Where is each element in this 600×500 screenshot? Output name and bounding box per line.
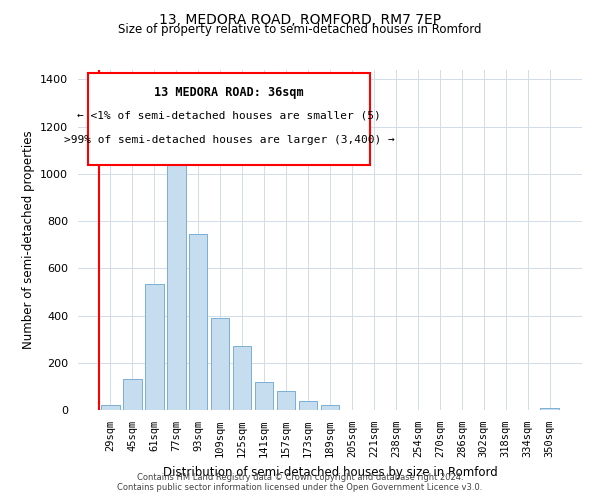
Bar xyxy=(233,346,251,410)
Bar xyxy=(299,400,317,410)
Bar xyxy=(189,234,208,410)
X-axis label: Distribution of semi-detached houses by size in Romford: Distribution of semi-detached houses by … xyxy=(163,466,497,478)
Bar xyxy=(167,164,185,410)
Y-axis label: Number of semi-detached properties: Number of semi-detached properties xyxy=(22,130,35,350)
Bar xyxy=(541,408,559,410)
Text: Contains HM Land Registry data © Crown copyright and database right 2024.: Contains HM Land Registry data © Crown c… xyxy=(137,474,463,482)
Text: ← <1% of semi-detached houses are smaller (5): ← <1% of semi-detached houses are smalle… xyxy=(77,111,381,121)
Bar xyxy=(320,406,340,410)
Text: Size of property relative to semi-detached houses in Romford: Size of property relative to semi-detach… xyxy=(118,22,482,36)
Bar xyxy=(211,318,229,410)
Text: 13 MEDORA ROAD: 36sqm: 13 MEDORA ROAD: 36sqm xyxy=(154,86,304,98)
Bar xyxy=(255,382,274,410)
Bar xyxy=(88,74,370,165)
Text: 13, MEDORA ROAD, ROMFORD, RM7 7EP: 13, MEDORA ROAD, ROMFORD, RM7 7EP xyxy=(159,12,441,26)
Bar xyxy=(145,284,164,410)
Text: >99% of semi-detached houses are larger (3,400) →: >99% of semi-detached houses are larger … xyxy=(64,134,395,144)
Bar xyxy=(277,391,295,410)
Bar xyxy=(123,380,142,410)
Bar xyxy=(101,406,119,410)
Text: Contains public sector information licensed under the Open Government Licence v3: Contains public sector information licen… xyxy=(118,484,482,492)
